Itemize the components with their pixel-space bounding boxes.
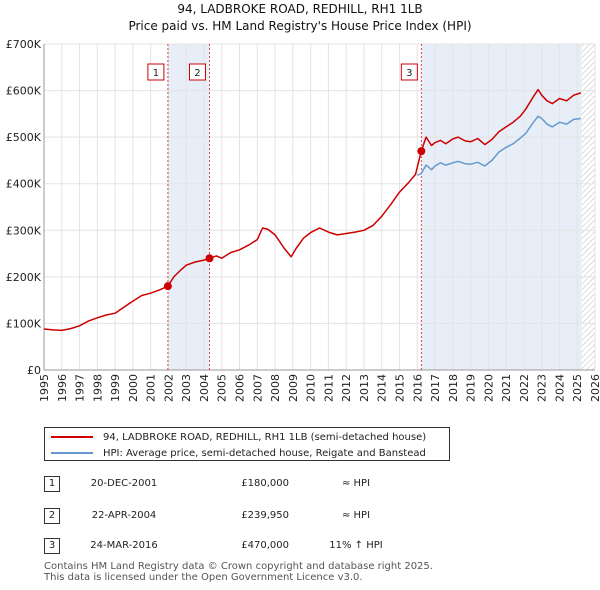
- sale-point: [163, 282, 172, 291]
- x-tick-label: 2001: [145, 374, 158, 402]
- footer-notice: Contains HM Land Registry data © Crown c…: [44, 561, 433, 583]
- x-tick-label: 1998: [91, 374, 104, 402]
- sale-marker-box: [147, 63, 165, 81]
- sale-marker-label: 3: [406, 68, 412, 79]
- footer-line-1: Contains HM Land Registry data © Crown c…: [44, 561, 433, 572]
- x-tick-label: 1995: [38, 374, 51, 402]
- x-tick-label: 2025: [571, 374, 584, 402]
- legend-red-line: [51, 436, 93, 438]
- x-tick-label: 2009: [287, 374, 300, 402]
- legend-blue-line: [51, 452, 93, 454]
- x-tick-label: 2013: [358, 374, 371, 402]
- y-tick-label: £700K: [6, 38, 42, 51]
- x-tick-label: 2011: [322, 374, 335, 402]
- x-tick-label: 2017: [429, 374, 442, 402]
- x-tick-label: 2014: [376, 374, 389, 402]
- sale-marker-label: 1: [153, 68, 159, 79]
- x-tick-label: 2004: [198, 374, 211, 402]
- y-tick-label: £300K: [6, 224, 42, 237]
- x-tick-label: 2016: [411, 374, 424, 402]
- transaction-price: £470,000: [241, 540, 289, 551]
- transaction-number: 3: [44, 538, 60, 554]
- transaction-price: £180,000: [241, 478, 289, 489]
- sale-point: [417, 147, 426, 156]
- y-tick-label: £0: [27, 364, 41, 377]
- hpi-line: [416, 115, 581, 176]
- x-tick-label: 2010: [305, 374, 318, 402]
- chart-title: 94, LADBROKE ROAD, REDHILL, RH1 1LB: [177, 2, 422, 16]
- x-tick-label: 2005: [216, 374, 229, 402]
- legend-item-property: 94, LADBROKE ROAD, REDHILL, RH1 1LB (sem…: [51, 430, 426, 444]
- sale-point: [205, 254, 214, 263]
- y-tick-label: £100K: [6, 317, 42, 330]
- transaction-number: 1: [44, 476, 60, 492]
- x-tick-label: 2012: [340, 374, 353, 402]
- x-tick-label: 2021: [500, 374, 513, 402]
- transaction-number: 2: [44, 508, 60, 524]
- property-price-line: [43, 88, 582, 332]
- x-tick-label: 2008: [269, 374, 282, 402]
- chart-legend: 94, LADBROKE ROAD, REDHILL, RH1 1LB (sem…: [44, 427, 450, 461]
- x-tick-label: 1999: [109, 374, 122, 402]
- x-tick-label: 2002: [162, 374, 175, 402]
- shaded-period: [167, 44, 210, 370]
- x-tick-label: 2006: [234, 374, 247, 402]
- x-tick-label: 2020: [482, 374, 495, 402]
- y-tick-label: £600K: [6, 85, 42, 98]
- x-tick-label: 2023: [536, 374, 549, 402]
- transaction-date: 20-DEC-2001: [90, 478, 158, 489]
- legend-property-label: 94, LADBROKE ROAD, REDHILL, RH1 1LB (sem…: [103, 431, 427, 443]
- x-tick-label: 2019: [465, 374, 478, 402]
- shaded-period: [421, 44, 582, 370]
- x-tick-label: 2022: [518, 374, 531, 402]
- x-tick-label: 2015: [393, 374, 406, 402]
- transaction-price: £239,950: [241, 510, 289, 521]
- sale-marker-box: [400, 63, 418, 81]
- x-tick-label: 2000: [127, 374, 140, 402]
- legend-hpi-label: HPI: Average price, semi-detached house,…: [103, 447, 426, 459]
- transaction-row: 3 24-MAR-2016 £470,000 11% ↑ HPI: [44, 535, 564, 555]
- x-tick-label: 2024: [553, 374, 566, 402]
- transaction-date: 24-MAR-2016: [90, 540, 158, 551]
- y-tick-label: £400K: [6, 178, 42, 191]
- y-tick-label: £200K: [6, 271, 42, 284]
- transaction-hpi-relation: 11% ↑ HPI: [329, 540, 383, 551]
- x-tick-label: 1997: [74, 374, 87, 402]
- transaction-date: 22-APR-2004: [91, 510, 157, 521]
- transaction-hpi-relation: ≈ HPI: [341, 478, 371, 489]
- x-tick-label: 2018: [447, 374, 460, 402]
- x-tick-label: 2007: [251, 374, 264, 402]
- transaction-row: 1 20-DEC-2001 £180,000 ≈ HPI: [44, 473, 564, 493]
- future-hatch: [581, 44, 595, 370]
- sale-marker-label: 2: [194, 68, 200, 79]
- footer-line-2: This data is licensed under the Open Gov…: [44, 572, 363, 583]
- transaction-hpi-relation: ≈ HPI: [341, 510, 371, 521]
- x-tick-label: 2003: [180, 374, 193, 402]
- transaction-row: 2 22-APR-2004 £239,950 ≈ HPI: [44, 505, 564, 525]
- x-tick-label: 2026: [589, 374, 600, 402]
- x-tick-label: 1996: [56, 374, 69, 402]
- price-chart: 94, LADBROKE ROAD, REDHILL, RH1 1LB Pric…: [6, 2, 600, 402]
- y-tick-label: £500K: [6, 131, 42, 144]
- legend-item-hpi: HPI: Average price, semi-detached house,…: [51, 446, 426, 460]
- sale-marker-box: [188, 63, 206, 81]
- chart-subtitle: Price paid vs. HM Land Registry's House …: [128, 19, 471, 33]
